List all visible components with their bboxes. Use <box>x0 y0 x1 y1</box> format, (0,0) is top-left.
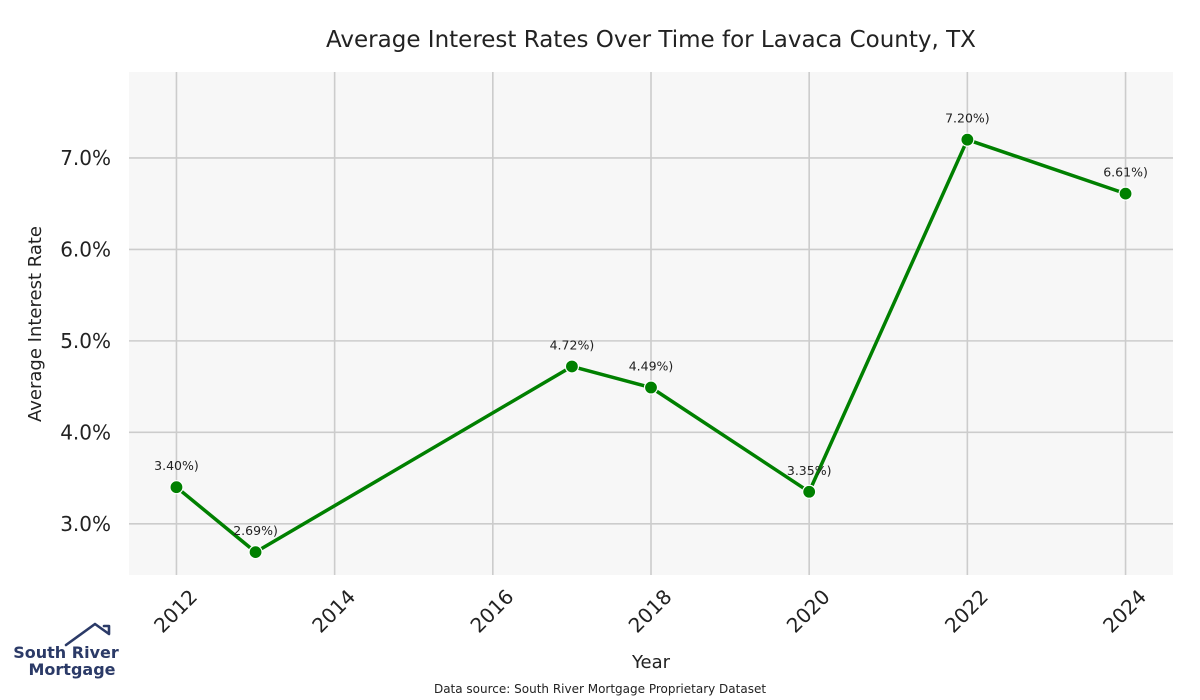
y-tick-label: 4.0% <box>60 420 111 444</box>
y-tick-label: 5.0% <box>60 329 111 353</box>
house-roof-icon <box>64 622 111 647</box>
data-label: 4.72%) <box>550 337 595 352</box>
x-tick-label: 2024 <box>1098 585 1151 638</box>
data-point <box>643 380 659 395</box>
x-tick-labels: 2012 2014 2016 2018 2020 2022 2024 <box>149 585 1151 638</box>
y-tick-label: 6.0% <box>60 237 111 261</box>
y-tick-labels: 3.0% 4.0% 5.0% 6.0% 7.0% <box>60 146 111 536</box>
data-source-note: Data source: South River Mortgage Propri… <box>434 682 766 696</box>
data-labels: 3.40%) 2.69%) 4.72%) 4.49%) 3.35%) 7.20%) 6.61… <box>154 111 1148 538</box>
x-tick-label: 2020 <box>782 585 835 638</box>
x-gridlines <box>175 72 1127 575</box>
data-point <box>960 132 975 147</box>
data-points <box>169 132 1133 560</box>
data-label: 6.61%) <box>1103 165 1148 180</box>
logo: South River Mortgage <box>13 622 119 679</box>
x-axis-label: Year <box>631 652 671 673</box>
chart-title: Average Interest Rates Over Time for Lav… <box>326 27 976 53</box>
x-tick-label: 2022 <box>940 585 993 638</box>
x-tick-label: 2018 <box>624 585 677 638</box>
y-axis-label: Average Interest Rate <box>25 226 46 422</box>
data-point <box>169 480 184 495</box>
data-point <box>802 484 817 499</box>
x-tick-label: 2016 <box>465 585 518 638</box>
x-tick-label: 2014 <box>307 585 360 638</box>
data-label: 7.20%) <box>945 111 990 126</box>
data-label: 4.49%) <box>629 359 674 374</box>
y-tick-label: 7.0% <box>60 146 111 170</box>
logo-text-line2: Mortgage <box>28 660 115 679</box>
logo-text-line1: South River <box>13 643 119 662</box>
data-point <box>248 545 263 560</box>
x-tick-label: 2012 <box>149 585 202 638</box>
y-tick-label: 3.0% <box>60 512 111 536</box>
data-point <box>1118 186 1133 201</box>
data-label: 2.69%) <box>233 523 278 538</box>
data-point <box>564 359 580 374</box>
data-label: 3.40%) <box>154 458 199 473</box>
data-label: 3.35%) <box>787 463 832 478</box>
